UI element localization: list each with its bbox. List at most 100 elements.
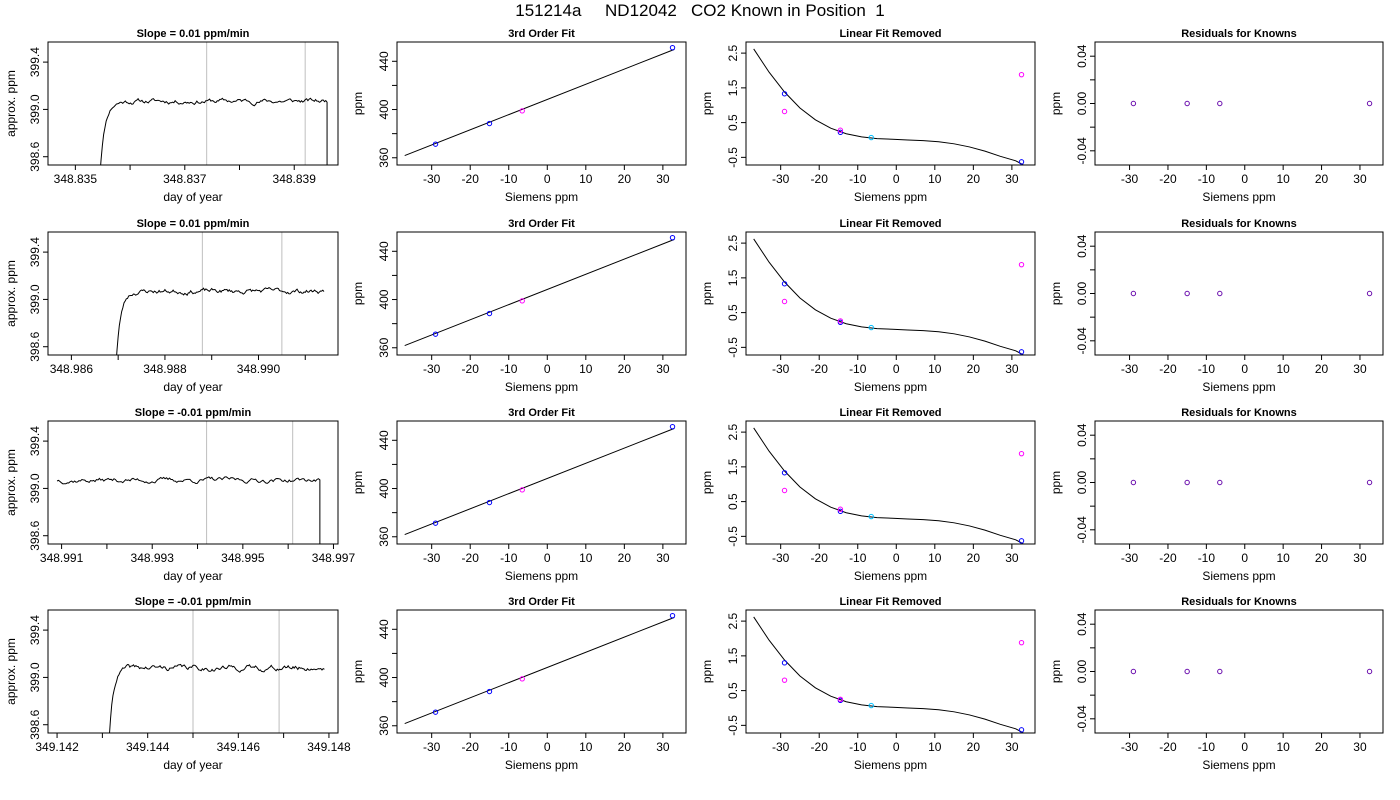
data-point	[781, 281, 788, 287]
x-axis-label: Siemens ppm	[854, 758, 927, 772]
x-tick-label: 349.142	[35, 740, 79, 754]
x-tick-label: 20	[1315, 551, 1329, 565]
y-tick-label: 0.04	[1075, 44, 1089, 68]
data-point	[519, 298, 525, 304]
x-tick-label: -10	[849, 362, 867, 376]
y-tick-label: 399.0	[28, 284, 42, 314]
data-point	[868, 134, 874, 141]
panel-fit-row1: 3rd Order Fit -30 -20 -10 0 10 20 30 360 400 440 Si…	[351, 28, 687, 204]
x-tick-label: 349.148	[307, 740, 351, 754]
panel-residuals-row3: Residuals for Knowns -30 -20 -10 0 10 20 30 -0.0…	[1049, 407, 1384, 583]
x-tick-label: 20	[967, 172, 981, 186]
x-tick-label: -20	[811, 362, 829, 376]
plot-frame	[745, 231, 1036, 356]
x-tick-label: 30	[656, 362, 670, 376]
x-tick-label: 349.146	[217, 740, 261, 754]
x-tick-label: 30	[1005, 740, 1019, 754]
plot-frame	[396, 609, 687, 734]
y-tick-label: 0.5	[726, 304, 740, 321]
x-tick-label: -30	[772, 551, 790, 565]
x-tick-label: 0	[893, 551, 900, 565]
x-tick-label: -20	[1159, 551, 1177, 565]
x-tick-label: -20	[811, 740, 829, 754]
x-tick-label: 20	[1315, 740, 1329, 754]
x-tick-label: 30	[656, 172, 670, 186]
data-point	[1217, 479, 1223, 486]
x-tick-label: -20	[462, 551, 480, 565]
x-tick-label: 348.837	[163, 172, 207, 186]
x-tick-label: -30	[1121, 551, 1139, 565]
x-tick-label: 0	[544, 551, 551, 565]
data-point	[1018, 450, 1025, 457]
x-tick-label: -30	[423, 172, 441, 186]
x-tick-label: 30	[1353, 172, 1367, 186]
x-tick-label: 0	[893, 172, 900, 186]
x-tick-label: 30	[1005, 172, 1019, 186]
data-point	[1130, 479, 1137, 486]
data-point	[1217, 290, 1223, 297]
panel-linear_removed-row1: Linear Fit Removed -30 -20 -10 0 10 20 30 -0.5 0.…	[700, 28, 1036, 204]
y-axis-label: ppm	[1049, 660, 1063, 683]
y-tick-label: 440	[377, 430, 391, 450]
x-tick-label: -10	[1198, 551, 1216, 565]
data-point	[486, 120, 493, 127]
x-tick-label: 10	[928, 172, 942, 186]
panel-title: Linear Fit Removed	[839, 28, 941, 40]
plot-frame	[47, 231, 339, 356]
x-tick-label: -10	[1198, 172, 1216, 186]
x-tick-label: 348.997	[312, 551, 356, 565]
x-tick-label: 30	[1353, 551, 1367, 565]
y-tick-label: 399.4	[28, 47, 42, 77]
x-tick-label: 10	[579, 362, 593, 376]
plot-frame	[1094, 420, 1384, 545]
x-tick-label: 30	[656, 740, 670, 754]
plot-area	[753, 238, 1024, 355]
data-point	[868, 702, 874, 709]
panel-title: 3rd Order Fit	[508, 596, 575, 608]
y-axis-label: approx. ppm	[4, 260, 18, 327]
x-tick-label: 349.144	[126, 740, 170, 754]
y-tick-label: -0.04	[1075, 516, 1089, 544]
y-tick-label: -0.5	[726, 715, 740, 736]
panel-title: Residuals for Knowns	[1181, 596, 1297, 608]
data-point	[1366, 479, 1373, 486]
data-point	[837, 318, 844, 324]
panel-title: Linear Fit Removed	[839, 407, 941, 419]
y-axis-label: ppm	[700, 282, 714, 305]
fit-curve	[753, 616, 1024, 733]
x-tick-label: 20	[1315, 172, 1329, 186]
fit-line	[404, 238, 675, 347]
data-point	[669, 612, 676, 619]
y-tick-label: 399.4	[28, 615, 42, 645]
x-tick-label: 348.839	[273, 172, 317, 186]
y-tick-label: 399.0	[28, 662, 42, 692]
panel-title: Linear Fit Removed	[839, 218, 941, 230]
data-point	[432, 520, 439, 526]
y-tick-label: 440	[377, 619, 391, 639]
x-tick-label: -10	[849, 740, 867, 754]
x-axis-label: day of year	[163, 758, 222, 772]
plot-frame	[396, 420, 687, 545]
y-tick-label: 0.5	[726, 114, 740, 131]
y-axis-label: ppm	[700, 471, 714, 494]
x-tick-label: 20	[967, 551, 981, 565]
y-tick-label: 0.5	[726, 493, 740, 510]
data-point	[1366, 668, 1373, 675]
plot-frame	[745, 41, 1036, 166]
x-tick-label: 0	[1241, 362, 1248, 376]
x-axis-label: Siemens ppm	[854, 569, 927, 583]
data-point	[1018, 71, 1025, 78]
x-tick-label: -20	[811, 172, 829, 186]
x-tick-label: -30	[772, 172, 790, 186]
x-tick-label: 348.991	[40, 551, 84, 565]
x-axis-label: Siemens ppm	[505, 190, 578, 204]
data-point	[1184, 668, 1190, 675]
plot-area	[109, 610, 325, 733]
panel-title: Linear Fit Removed	[839, 596, 941, 608]
y-tick-label: 0.04	[1075, 234, 1089, 258]
data-point	[1018, 159, 1025, 165]
data-point	[519, 487, 525, 493]
panel-title: Residuals for Knowns	[1181, 218, 1297, 230]
x-tick-label: 30	[1005, 362, 1019, 376]
x-tick-label: 0	[1241, 172, 1248, 186]
